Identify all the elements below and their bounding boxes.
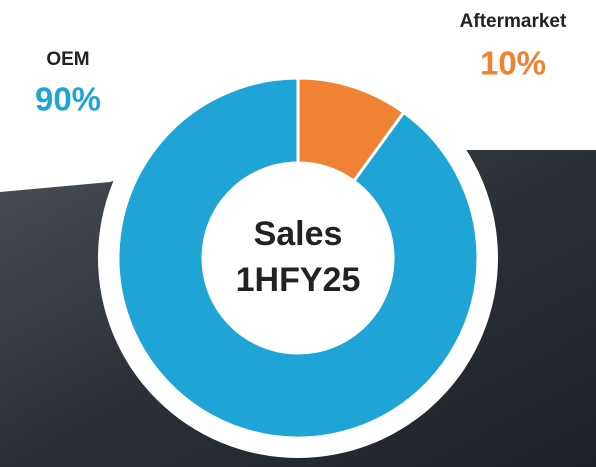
center-title: Sales (254, 215, 343, 253)
legend-label: OEM (46, 49, 89, 70)
center-title: 1HFY25 (236, 261, 361, 299)
value-label: 90% (35, 81, 101, 118)
donut-hole (203, 163, 393, 353)
legend-label: Aftermarket (460, 11, 567, 32)
value-label: 10% (480, 45, 546, 82)
donut (116, 76, 480, 440)
